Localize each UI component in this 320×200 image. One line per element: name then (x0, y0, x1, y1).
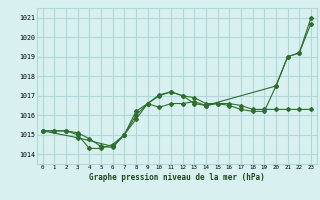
X-axis label: Graphe pression niveau de la mer (hPa): Graphe pression niveau de la mer (hPa) (89, 173, 265, 182)
